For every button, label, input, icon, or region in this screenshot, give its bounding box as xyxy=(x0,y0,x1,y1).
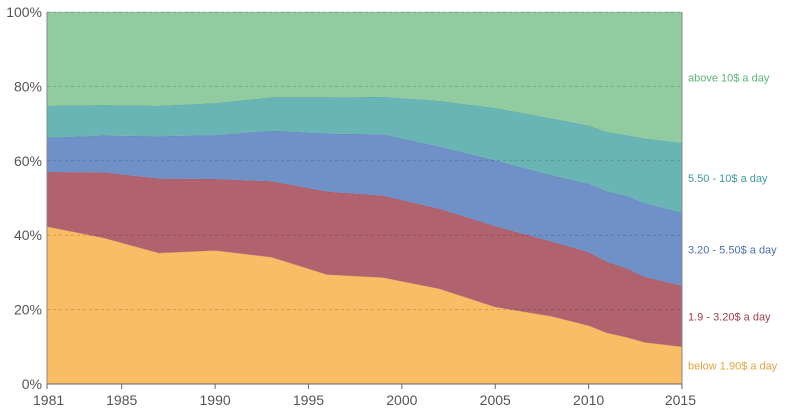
area-series-0 xyxy=(47,226,682,384)
areas-layer xyxy=(46,11,683,384)
area-series-4 xyxy=(47,12,682,143)
y-tick-label: 60% xyxy=(14,153,42,169)
series-labels-layer: below 1.90$ a day 1.9 - 3.20$ a day 3.20 -… xyxy=(688,72,778,372)
x-tick-label: 2000 xyxy=(386,392,417,408)
area-series-3 xyxy=(47,96,682,213)
series-label-0: below 1.90$ a day xyxy=(688,360,778,372)
series-label-4: above 10$ a day xyxy=(688,72,770,84)
area-series-1 xyxy=(47,171,682,347)
x-tick-label: 2010 xyxy=(573,392,604,408)
y-tick-label: 0% xyxy=(22,376,42,392)
y-tick-label: 20% xyxy=(14,302,42,318)
series-label-2: 3.20 - 5.50$ a day xyxy=(688,244,777,256)
axis-layer: 0% 20% 40% 60% 80% 100% 1981 1985 1990 1995 2000 20… xyxy=(6,4,696,408)
y-tick-label: 100% xyxy=(6,4,42,20)
y-tick-label: 40% xyxy=(14,227,42,243)
x-tick-label: 2005 xyxy=(480,392,511,408)
x-tick-label: 2015 xyxy=(665,392,696,408)
x-tick-label: 1995 xyxy=(293,392,324,408)
series-label-1: 1.9 - 3.20$ a day xyxy=(688,311,771,323)
series-label-3: 5.50 - 10$ a day xyxy=(688,173,768,185)
x-tick-label: 1985 xyxy=(106,392,137,408)
x-tick-label: 1990 xyxy=(200,392,231,408)
x-tick-label: 1981 xyxy=(33,392,64,408)
area-series-2 xyxy=(47,130,682,286)
y-tick-label: 80% xyxy=(14,78,42,94)
